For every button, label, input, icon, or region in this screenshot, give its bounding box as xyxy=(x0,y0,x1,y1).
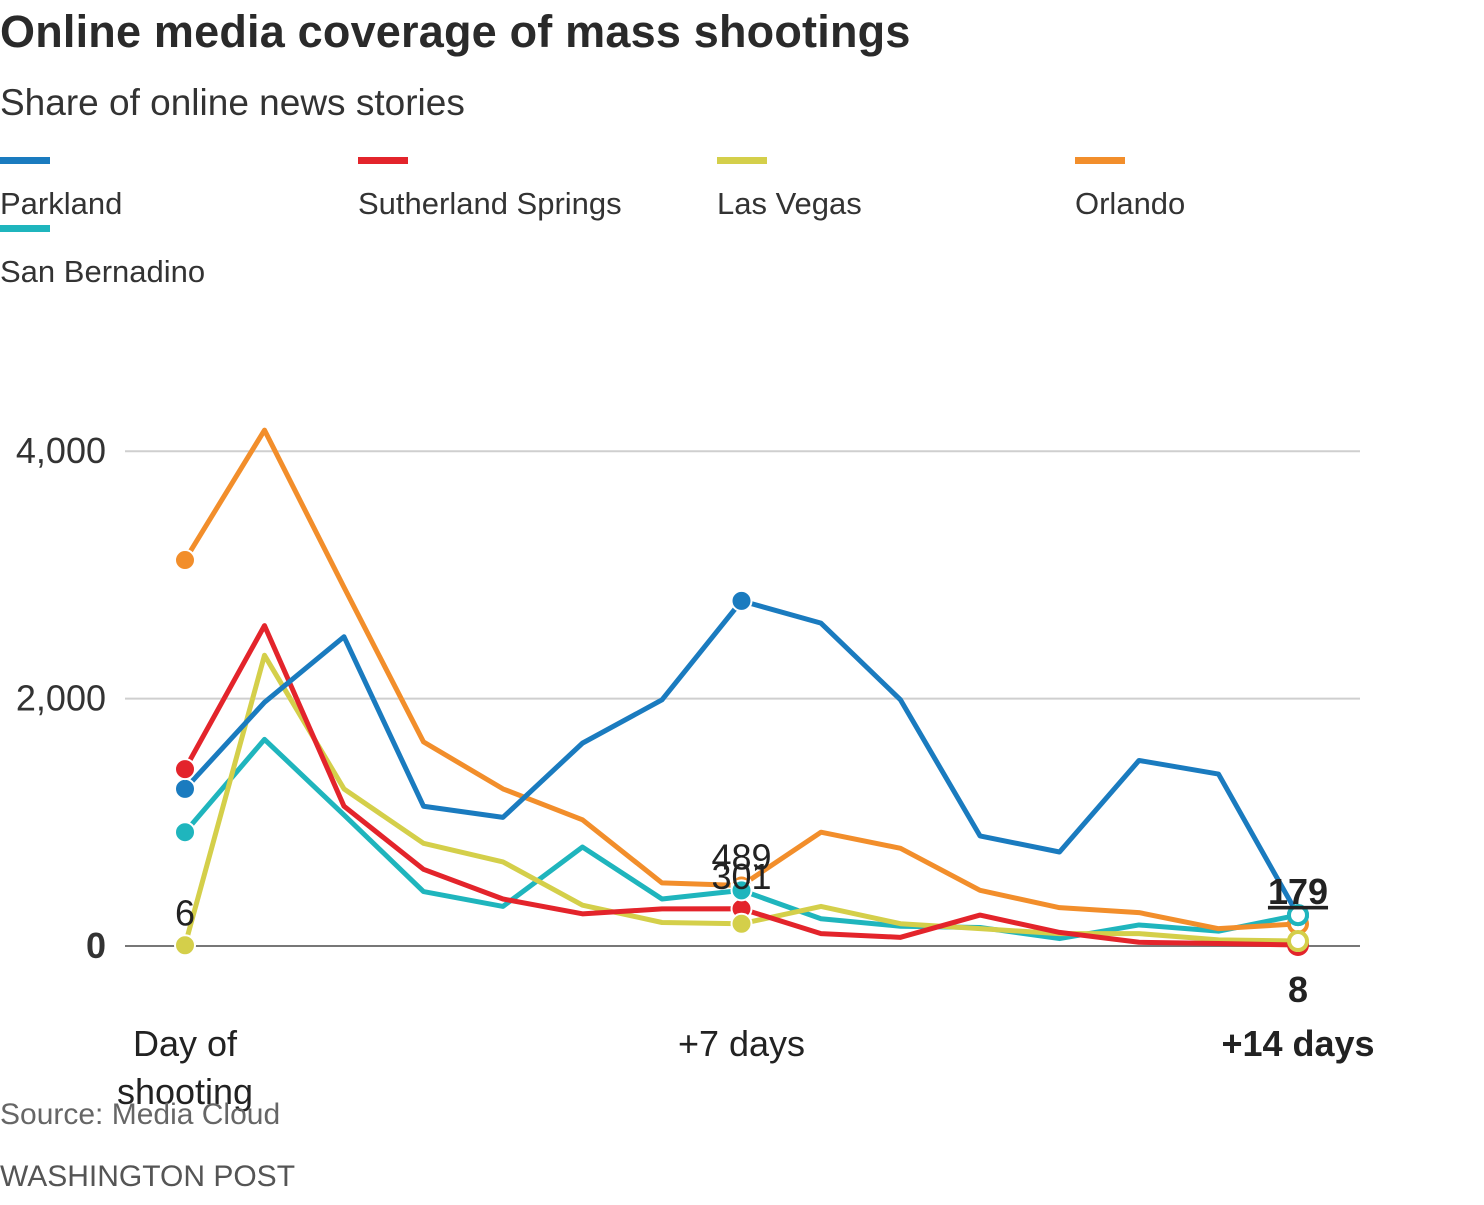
legend-item-las-vegas: Las Vegas xyxy=(717,157,862,222)
x-tick-label: shooting xyxy=(117,1071,253,1112)
y-tick-label: 2,000 xyxy=(16,678,106,719)
data-point-marker xyxy=(730,589,753,612)
chart-title: Online media coverage of mass shootings xyxy=(0,6,911,57)
x-tick-label: +14 days xyxy=(1221,1023,1374,1064)
y-tick-label: 0 xyxy=(86,925,106,966)
legend-item-sutherland-springs: Sutherland Springs xyxy=(358,157,622,222)
legend-swatch xyxy=(1075,157,1125,164)
legend-swatch xyxy=(0,157,50,164)
legend-item-san-bernadino: San Bernadino xyxy=(0,225,205,290)
data-point-marker xyxy=(174,758,196,781)
source-note: Source: Media Cloud xyxy=(0,1098,281,1131)
legend-swatch xyxy=(358,157,408,164)
data-label: 179 xyxy=(1268,871,1328,912)
chart-subtitle: Share of online news stories xyxy=(0,82,465,123)
x-tick-label: +7 days xyxy=(678,1023,805,1064)
data-point-marker xyxy=(730,879,753,902)
data-label: 489 xyxy=(711,837,771,878)
data-point-marker xyxy=(174,934,196,957)
data-point-marker xyxy=(730,912,753,935)
legend-swatch xyxy=(0,225,50,232)
legend-item-orlando: Orlando xyxy=(1075,157,1185,222)
data-label: 301 xyxy=(711,856,771,897)
legend-label: San Bernadino xyxy=(0,254,206,289)
data-point-marker xyxy=(174,777,196,800)
publisher-credit: WASHINGTON POST xyxy=(0,1160,296,1193)
legend-label: Parkland xyxy=(0,186,123,221)
legend-label: Sutherland Springs xyxy=(358,186,622,221)
end-point-marker xyxy=(1287,904,1309,927)
end-point-marker xyxy=(1287,930,1309,953)
data-label: 6 xyxy=(175,892,195,933)
legend-swatch xyxy=(717,157,767,164)
data-point-marker xyxy=(174,821,196,844)
legend-item-parkland: Parkland xyxy=(0,157,122,222)
legend-label: Orlando xyxy=(1075,186,1186,221)
x-tick-label: Day of xyxy=(133,1023,238,1064)
y-tick-label: 4,000 xyxy=(16,430,106,471)
legend-label: Las Vegas xyxy=(717,186,862,221)
data-point-marker xyxy=(174,549,196,572)
data-label: 8 xyxy=(1288,969,1308,1010)
